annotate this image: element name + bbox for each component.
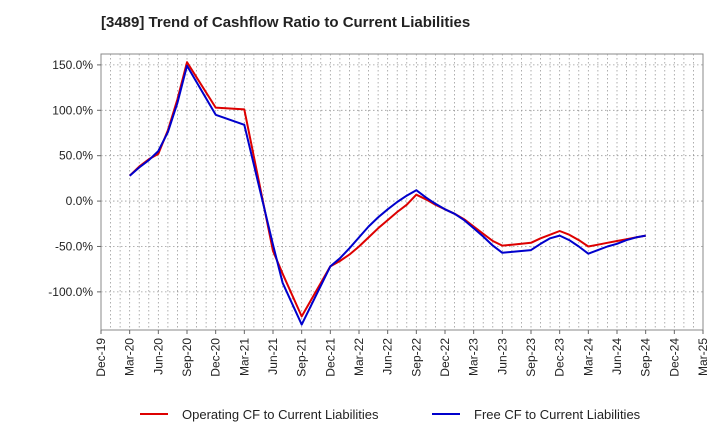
series-line-2 (129, 64, 646, 326)
y-tick-label: 150.0% (52, 58, 93, 72)
legend-label-1: Operating CF to Current Liabilities (182, 407, 379, 422)
x-tick-label: Sep-24 (639, 338, 653, 377)
x-tick-label: Mar-23 (467, 338, 481, 376)
plot-area (100, 53, 704, 331)
x-tick-label: Mar-22 (352, 338, 366, 376)
y-tick-label: -50.0% (55, 239, 93, 253)
x-tick-label: Jun-21 (266, 338, 280, 375)
x-tick-label: Dec-21 (323, 338, 337, 377)
x-tick-label: Mar-21 (237, 338, 251, 376)
y-tick-label: -100.0% (48, 285, 93, 299)
x-tick-label: Sep-20 (180, 338, 194, 377)
x-tick-label: Jun-20 (151, 338, 165, 375)
series-line-1 (129, 61, 646, 318)
x-tick-label: Sep-22 (409, 338, 423, 377)
x-tick-label: Mar-24 (581, 338, 595, 376)
x-tick-label: Dec-22 (438, 338, 452, 377)
x-tick-label: Sep-23 (524, 338, 538, 377)
x-tick-label: Jun-23 (495, 338, 509, 375)
x-tick-label: Dec-19 (94, 338, 108, 377)
x-tick-label: Sep-21 (295, 338, 309, 377)
x-tick-label: Jun-22 (381, 338, 395, 375)
y-tick-label: 50.0% (59, 149, 93, 163)
x-tick-label: Dec-20 (209, 338, 223, 377)
x-tick-label: Mar-20 (123, 338, 137, 376)
x-tick-label: Dec-23 (553, 338, 567, 377)
legend-label-2: Free CF to Current Liabilities (474, 407, 641, 422)
x-tick-label: Dec-24 (667, 338, 681, 377)
x-tick-label: Mar-25 (696, 338, 710, 376)
chart-title: [3489] Trend of Cashflow Ratio to Curren… (101, 14, 471, 31)
y-tick-label: 100.0% (52, 103, 93, 117)
y-tick-label: 0.0% (66, 194, 94, 208)
x-tick-label: Jun-24 (610, 338, 624, 375)
